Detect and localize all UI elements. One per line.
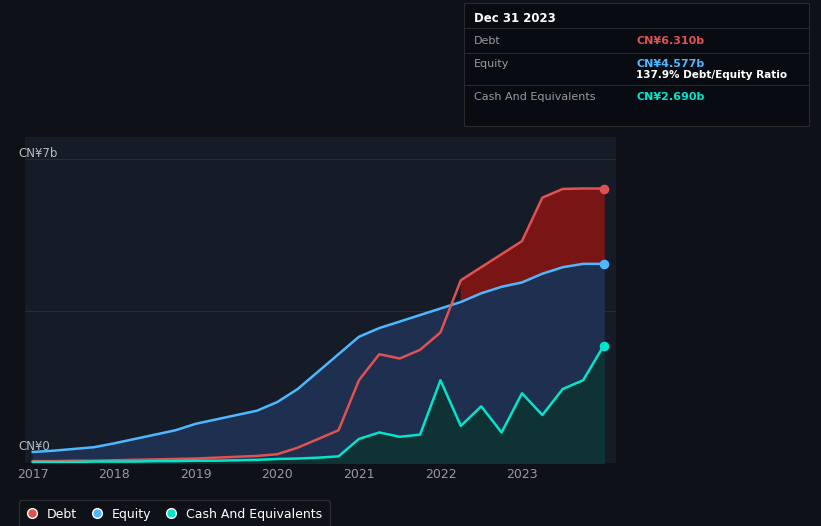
Point <box>597 260 610 268</box>
Text: CN¥0: CN¥0 <box>19 440 50 453</box>
Text: 137.9% Debt/Equity Ratio: 137.9% Debt/Equity Ratio <box>636 69 787 80</box>
Text: Cash And Equivalents: Cash And Equivalents <box>474 92 595 102</box>
Legend: Debt, Equity, Cash And Equivalents: Debt, Equity, Cash And Equivalents <box>19 500 330 526</box>
Text: CN¥4.577b: CN¥4.577b <box>636 59 704 69</box>
Text: CN¥2.690b: CN¥2.690b <box>636 92 704 102</box>
Text: Dec 31 2023: Dec 31 2023 <box>474 12 556 25</box>
Text: CN¥7b: CN¥7b <box>19 147 58 159</box>
Text: Equity: Equity <box>474 59 509 69</box>
Text: Debt: Debt <box>474 36 501 46</box>
Point <box>597 184 610 193</box>
Point <box>597 342 610 350</box>
Text: CN¥6.310b: CN¥6.310b <box>636 36 704 46</box>
